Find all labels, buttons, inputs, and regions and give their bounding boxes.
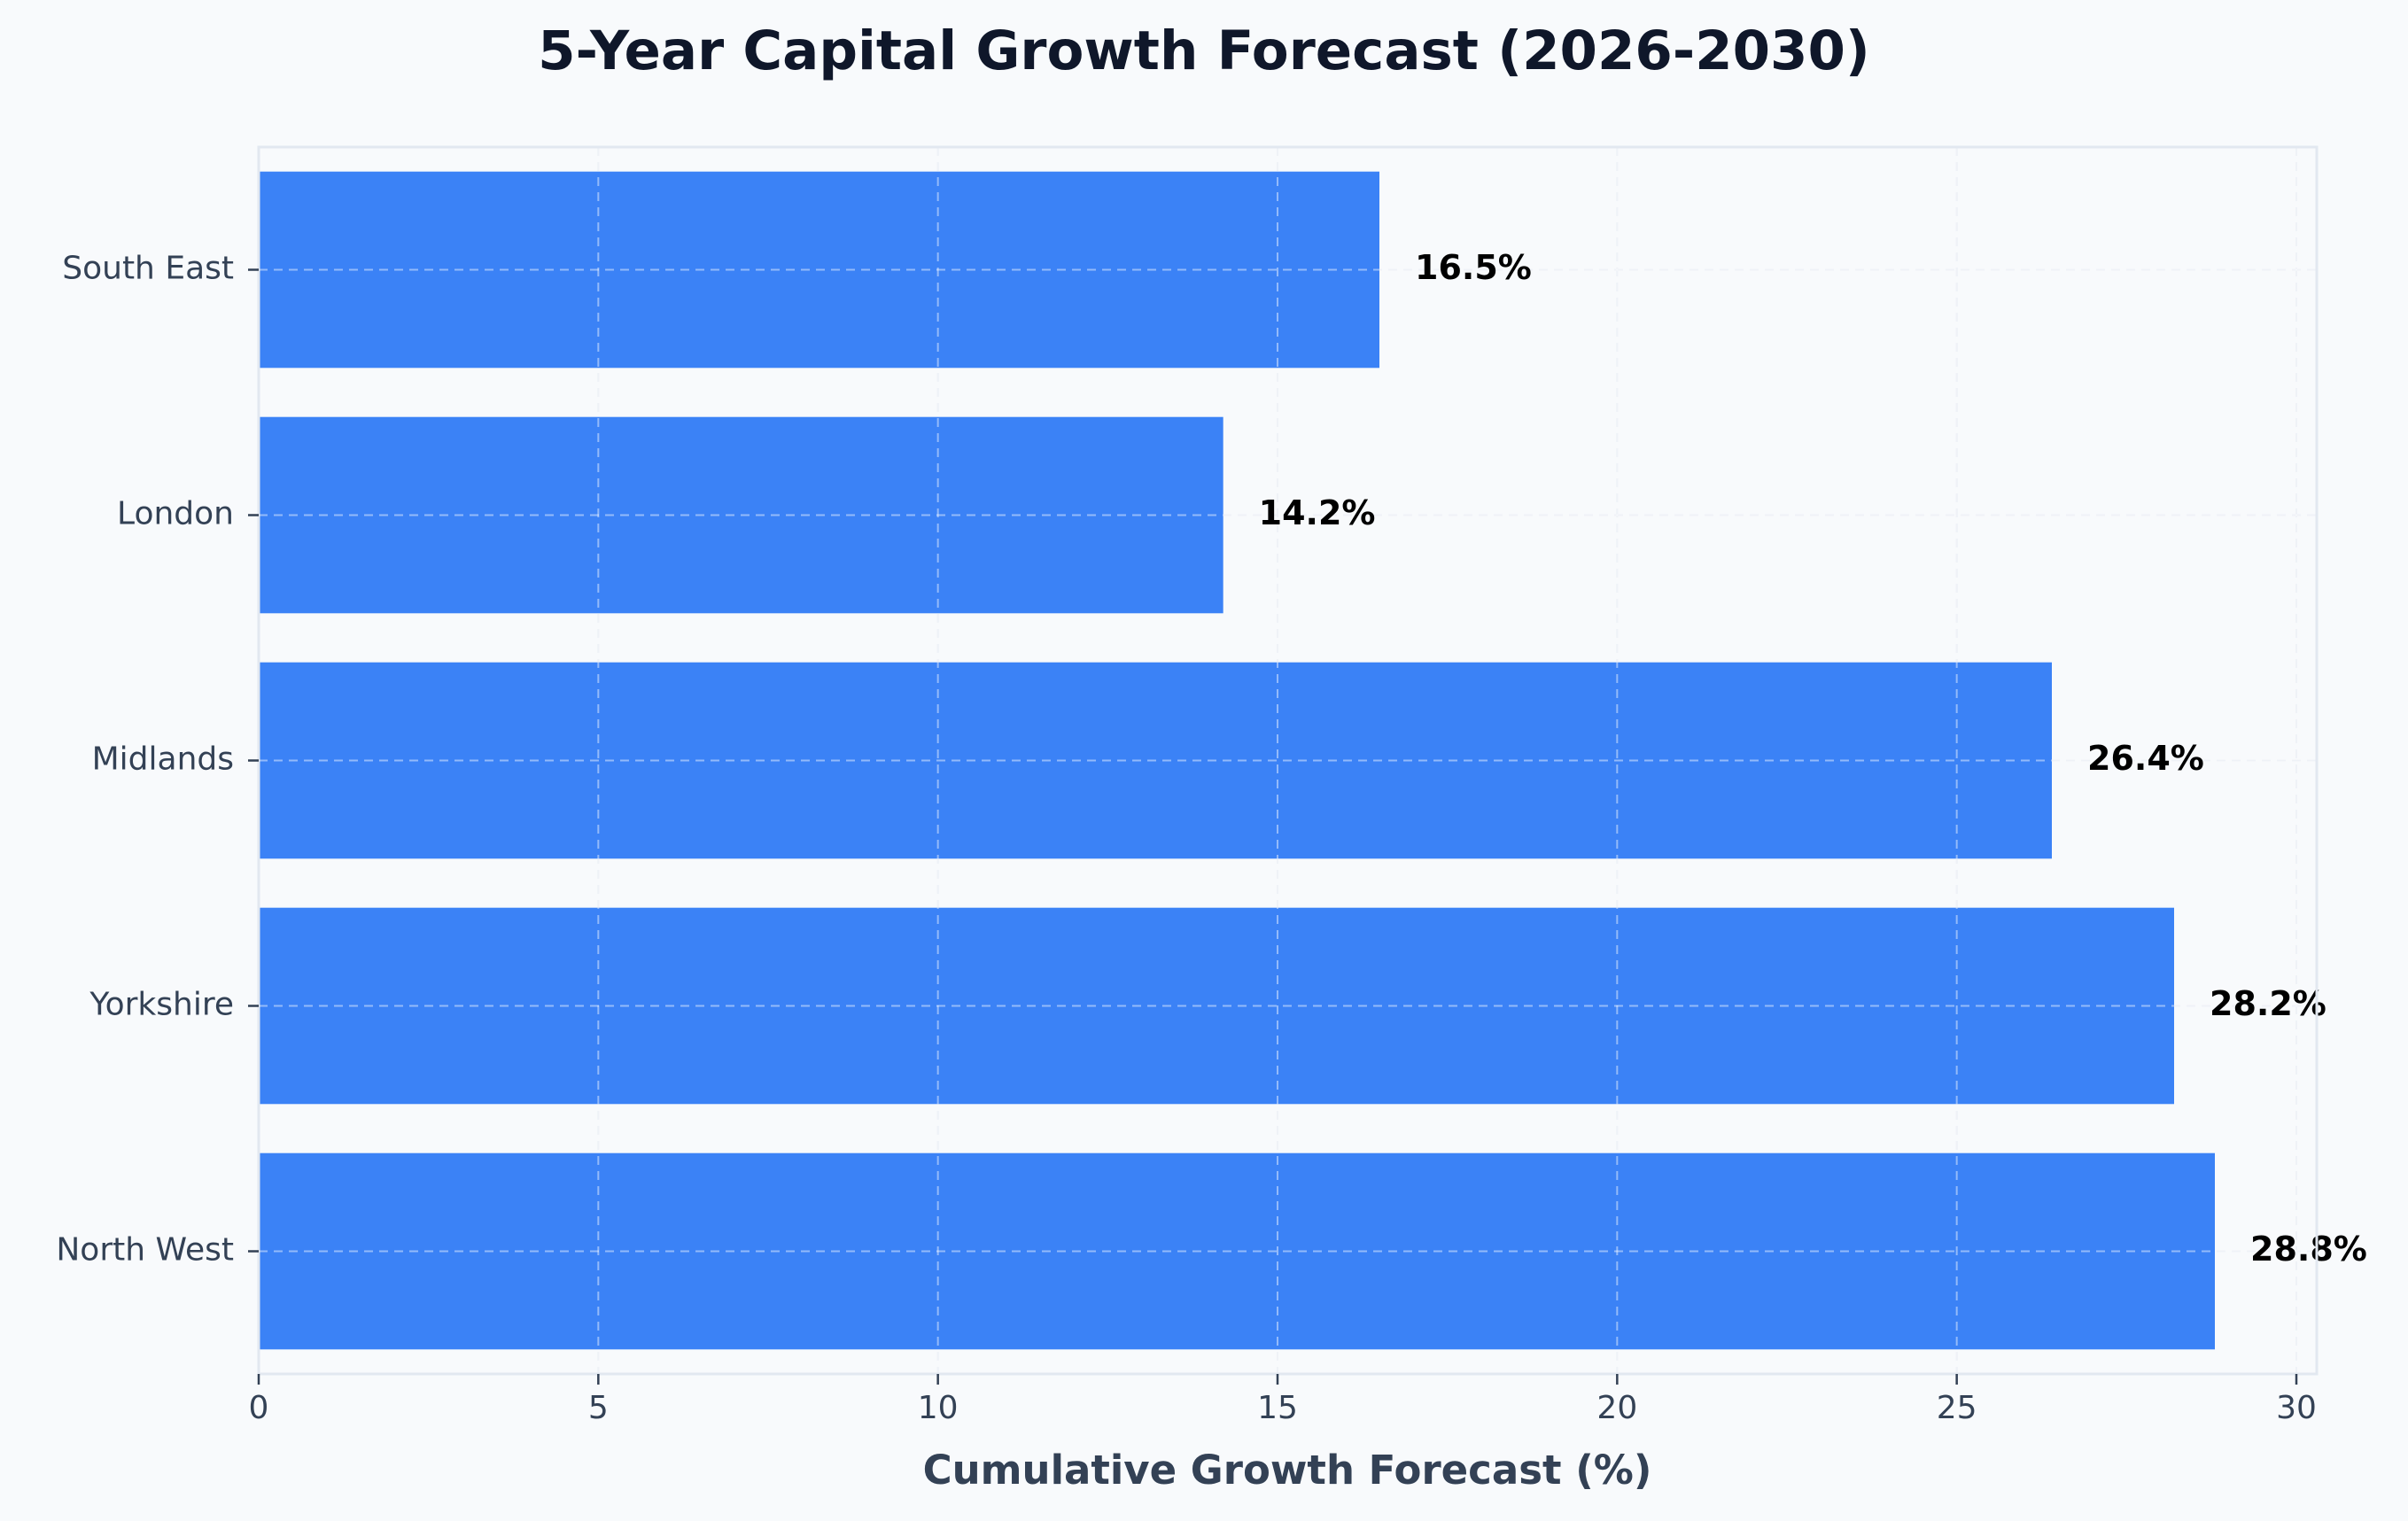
- bar-north-west: [259, 1152, 2215, 1350]
- y-tick-label: Midlands: [92, 741, 234, 778]
- x-tick-label: 30: [2276, 1390, 2317, 1426]
- x-tick-label: 15: [1257, 1390, 1298, 1426]
- bar-midlands: [259, 662, 2052, 859]
- y-tick-label: Yorkshire: [89, 987, 234, 1023]
- bar-yorkshire: [259, 907, 2174, 1105]
- data-label: 16.5%: [1415, 248, 1532, 287]
- y-tick-label: North West: [56, 1232, 234, 1269]
- bar-layer: [259, 171, 2215, 1350]
- x-tick-label: 25: [1937, 1390, 1977, 1426]
- data-label: 26.4%: [2087, 739, 2204, 778]
- data-label-layer: 28.8% 28.2% 26.4% 14.2% 16.5%: [1259, 248, 2367, 1269]
- x-tick-label: 5: [588, 1390, 609, 1426]
- data-label: 28.2%: [2210, 984, 2326, 1023]
- x-axis-label: Cumulative Growth Forecast (%): [923, 1447, 1652, 1494]
- axis-layer: 0 5 10 15 20 25 30 North West Yorkshire Midlands L…: [56, 145, 2319, 1426]
- grid-overlay-layer: [258, 147, 2317, 1374]
- x-tick-label: 20: [1596, 1390, 1637, 1426]
- data-label: 28.8%: [2250, 1230, 2367, 1269]
- data-label: 14.2%: [1259, 493, 1376, 532]
- chart-title: 5-Year Capital Growth Forecast (2026-203…: [538, 19, 1870, 82]
- x-tick-label: 10: [918, 1390, 959, 1426]
- bar-south-east: [259, 171, 1379, 369]
- bar-london: [259, 416, 1223, 614]
- y-tick-label: London: [117, 496, 234, 532]
- y-tick-label: South East: [62, 251, 234, 287]
- x-tick-label: 0: [249, 1390, 269, 1426]
